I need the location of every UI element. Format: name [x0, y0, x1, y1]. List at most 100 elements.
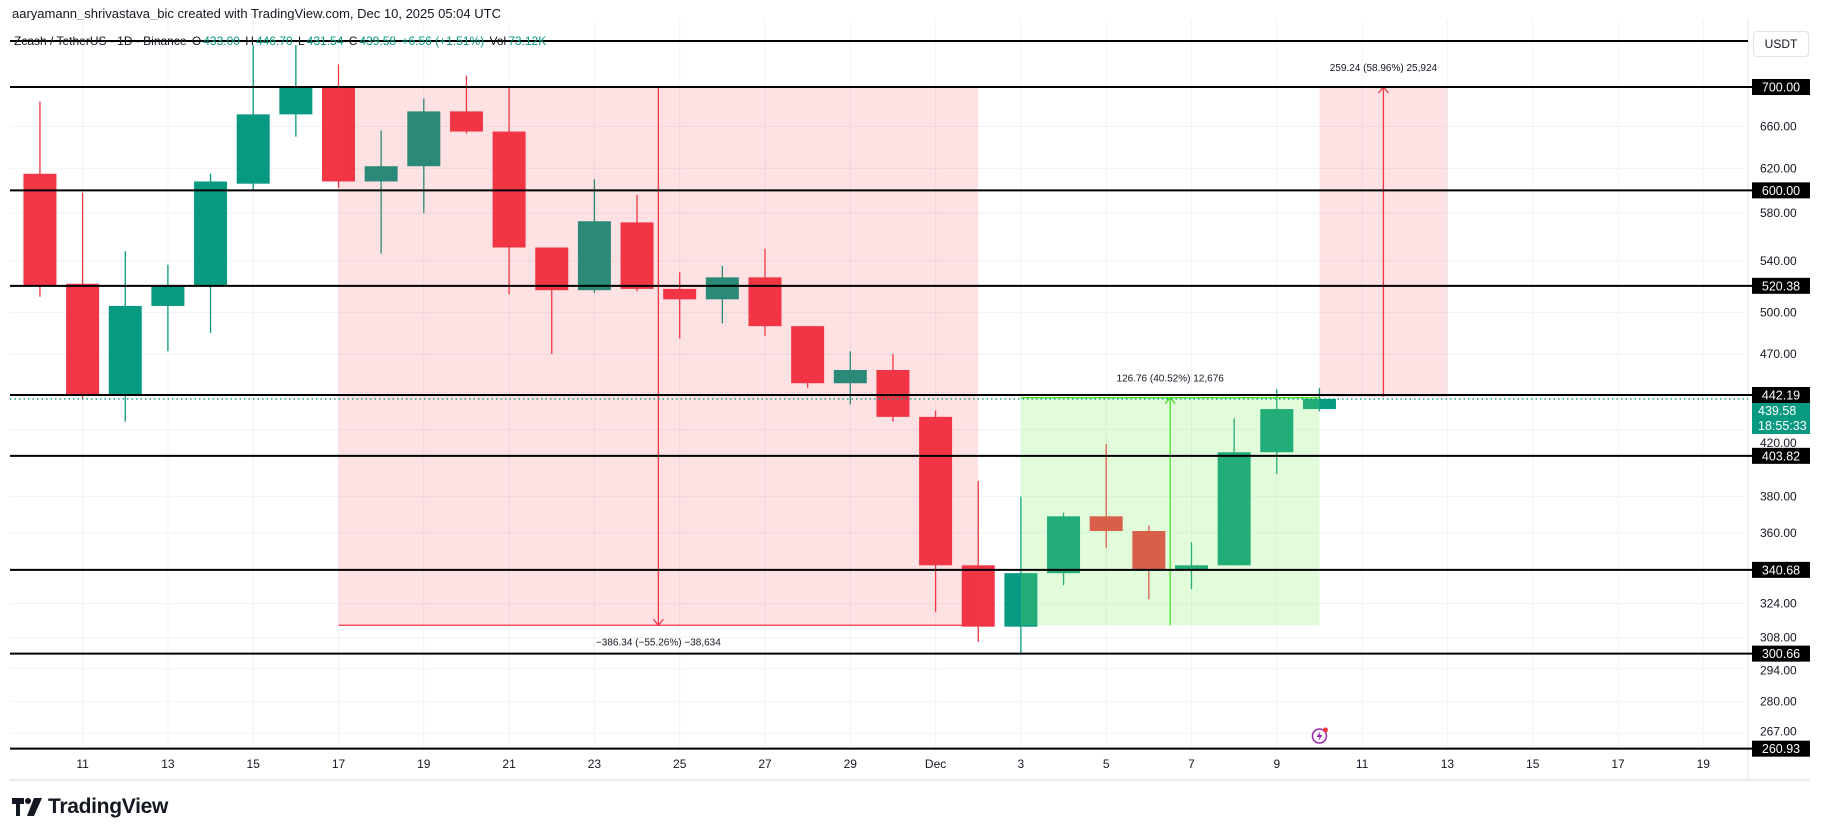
- x-tick-label: 29: [844, 757, 858, 771]
- level-price-tag: [1752, 79, 1810, 95]
- lightning-alert-icon[interactable]: [1311, 727, 1328, 744]
- x-tick-label: 13: [161, 757, 175, 771]
- candle-body: [1217, 452, 1251, 566]
- level-price-label: 442.19: [1762, 388, 1800, 402]
- close-value: 439.58: [359, 34, 397, 48]
- candle-body: [1302, 398, 1336, 410]
- x-tick-label: 15: [247, 757, 261, 771]
- x-tick-label: 5: [1103, 757, 1110, 771]
- chart-attribution: aaryamann_shrivastava_bic created with T…: [12, 6, 501, 21]
- x-tick-label: 27: [758, 757, 772, 771]
- tradingview-logo: TradingView: [12, 795, 168, 819]
- measure-label: 259.24 (58.96%) 25,924: [1330, 63, 1438, 74]
- candle-body: [535, 247, 569, 291]
- x-tick-label: 23: [588, 757, 602, 771]
- level-price-tag: [1752, 182, 1810, 199]
- candle-body: [620, 222, 654, 289]
- level-price-label: 340.68: [1762, 563, 1800, 577]
- open-value: 433.00: [203, 34, 240, 48]
- candle-body: [876, 369, 910, 417]
- candle-body: [791, 326, 825, 384]
- current-price-tag: [1752, 402, 1810, 434]
- x-tick-label: 21: [502, 757, 516, 771]
- low-value: 431.54: [306, 34, 344, 48]
- currency-button[interactable]: USDT: [1753, 31, 1809, 57]
- y-tick-label: 660.00: [1760, 119, 1797, 133]
- x-tick-label: Dec: [925, 757, 946, 771]
- candle-body: [1132, 531, 1166, 570]
- volume-label: Vol: [489, 34, 507, 48]
- measure-arrow-head: [652, 618, 664, 627]
- y-tick-label: 267.00: [1760, 725, 1797, 739]
- level-price-label: 403.82: [1762, 449, 1800, 463]
- candle-body: [449, 111, 483, 132]
- measure-label: −386.34 (−55.26%) −38,634: [596, 637, 721, 648]
- open-label: O: [191, 34, 202, 48]
- candle-body: [1004, 573, 1038, 627]
- x-tick-label: 19: [1697, 757, 1711, 771]
- candle-body: [23, 173, 57, 287]
- candle-body: [279, 87, 313, 115]
- level-price-label: 260.93: [1762, 742, 1800, 756]
- y-tick-label: 324.00: [1760, 597, 1797, 611]
- candle-body: [577, 221, 611, 291]
- bar-countdown-label: 18:55:33: [1758, 419, 1807, 433]
- candle-body: [364, 166, 398, 182]
- high-value: 446.70: [255, 34, 293, 48]
- candle-body: [833, 369, 867, 384]
- level-price-tag: [1752, 561, 1810, 578]
- high-label: H: [245, 34, 254, 48]
- measure-arrow-head: [1164, 396, 1176, 405]
- y-tick-label: 470.00: [1760, 347, 1797, 361]
- candle-body: [663, 288, 697, 300]
- x-tick-label: 3: [1018, 757, 1025, 771]
- level-price-tag: [1752, 386, 1810, 403]
- x-tick-label: 17: [332, 757, 346, 771]
- level-price-tag: [1752, 277, 1810, 294]
- x-tick-label: 25: [673, 757, 687, 771]
- level-price-label: 700.00: [1762, 81, 1800, 95]
- candle-body: [1260, 409, 1294, 453]
- candle-body: [919, 416, 953, 566]
- candle-body: [705, 277, 739, 300]
- logo-text: TradingView: [48, 795, 169, 818]
- x-tick-label: 17: [1611, 757, 1625, 771]
- level-price-tag: [1752, 447, 1810, 464]
- low-label: L: [297, 34, 305, 48]
- symbol-name[interactable]: Zcash / TetherUS · 1D · Binance: [14, 34, 187, 48]
- candle-body: [961, 565, 995, 627]
- candle-body: [1089, 516, 1123, 532]
- level-price-tag: [1752, 645, 1810, 662]
- candle-body: [322, 87, 355, 182]
- level-price-label: 520.38: [1762, 279, 1800, 293]
- x-tick-label: 19: [417, 757, 431, 771]
- tradingview-logo-icon: [12, 798, 42, 816]
- candle-body: [1047, 516, 1081, 574]
- candle-body: [66, 283, 100, 396]
- y-tick-label: 540.00: [1760, 254, 1797, 268]
- y-tick-label: 294.00: [1760, 664, 1797, 678]
- candle-body: [407, 111, 441, 167]
- x-tick-label: 7: [1188, 757, 1195, 771]
- measure-label: 126.76 (40.52%) 12,676: [1117, 374, 1225, 385]
- x-tick-label: 11: [1356, 757, 1369, 771]
- candle-body: [194, 181, 228, 287]
- y-tick-label: 380.00: [1760, 490, 1797, 504]
- symbol-legend: Zcash / TetherUS · 1D · Binance O 433.00 …: [14, 34, 548, 48]
- y-tick-label: 280.00: [1760, 694, 1797, 708]
- y-tick-label: 308.00: [1760, 630, 1797, 644]
- level-price-tag: [1752, 740, 1810, 757]
- x-tick-label: 15: [1526, 757, 1540, 771]
- y-tick-label: 420.00: [1760, 436, 1797, 450]
- level-price-label: 600.00: [1762, 184, 1800, 198]
- close-label: C: [348, 34, 358, 48]
- candle-body: [151, 286, 185, 306]
- level-price-label: 300.66: [1762, 647, 1800, 661]
- current-price-label: 439.58: [1758, 404, 1796, 418]
- candle-body: [1175, 565, 1208, 570]
- x-tick-label: 11: [76, 757, 89, 771]
- x-tick-label: 9: [1273, 757, 1280, 771]
- y-tick-label: 620.00: [1760, 161, 1797, 175]
- x-tick-label: 13: [1441, 757, 1455, 771]
